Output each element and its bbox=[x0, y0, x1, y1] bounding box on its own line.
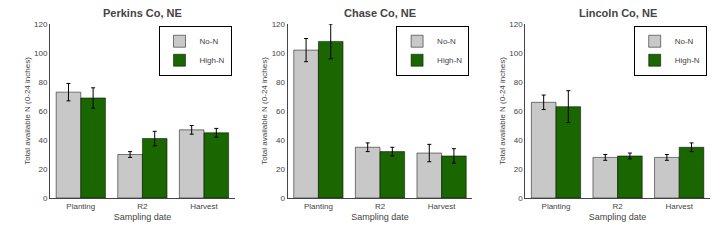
svg-text:Planting: Planting bbox=[542, 202, 571, 211]
svg-text:Planting: Planting bbox=[66, 202, 95, 211]
svg-text:Total available N (0-24 inches: Total available N (0-24 inches) bbox=[498, 57, 507, 165]
svg-text:Chase Co, NE: Chase Co, NE bbox=[344, 7, 416, 19]
svg-text:0: 0 bbox=[518, 194, 523, 203]
svg-text:0: 0 bbox=[43, 194, 48, 203]
svg-text:80: 80 bbox=[514, 78, 523, 87]
svg-text:40: 40 bbox=[276, 136, 285, 145]
svg-text:40: 40 bbox=[38, 136, 47, 145]
svg-text:High-N: High-N bbox=[200, 56, 225, 65]
svg-text:20: 20 bbox=[276, 165, 285, 174]
svg-text:R2: R2 bbox=[612, 202, 623, 211]
svg-text:No-N: No-N bbox=[675, 37, 694, 46]
svg-text:Sampling date: Sampling date bbox=[589, 212, 647, 222]
svg-text:120: 120 bbox=[272, 20, 286, 29]
svg-text:No-N: No-N bbox=[437, 37, 456, 46]
svg-text:40: 40 bbox=[514, 136, 523, 145]
svg-text:100: 100 bbox=[272, 49, 286, 58]
svg-text:Harvest: Harvest bbox=[190, 202, 218, 211]
svg-text:120: 120 bbox=[509, 20, 523, 29]
svg-text:Total available N (0-24 inches: Total available N (0-24 inches) bbox=[23, 57, 32, 165]
svg-text:80: 80 bbox=[276, 78, 285, 87]
svg-text:Sampling date: Sampling date bbox=[351, 212, 409, 222]
svg-text:20: 20 bbox=[38, 165, 47, 174]
svg-text:Lincoln Co, NE: Lincoln Co, NE bbox=[579, 7, 657, 19]
svg-text:High-N: High-N bbox=[437, 56, 462, 65]
svg-text:100: 100 bbox=[34, 49, 48, 58]
svg-text:80: 80 bbox=[38, 78, 47, 87]
svg-text:60: 60 bbox=[38, 107, 47, 116]
svg-text:R2: R2 bbox=[137, 202, 148, 211]
svg-text:R2: R2 bbox=[375, 202, 386, 211]
svg-text:No-N: No-N bbox=[200, 37, 219, 46]
svg-text:Sampling date: Sampling date bbox=[114, 212, 172, 222]
svg-text:Perkins Co, NE: Perkins Co, NE bbox=[103, 7, 182, 19]
svg-text:20: 20 bbox=[514, 165, 523, 174]
svg-text:120: 120 bbox=[34, 20, 48, 29]
svg-text:Planting: Planting bbox=[304, 202, 333, 211]
svg-text:Harvest: Harvest bbox=[428, 202, 456, 211]
svg-text:Total available N (0-24 inches: Total available N (0-24 inches) bbox=[260, 57, 269, 165]
svg-text:60: 60 bbox=[276, 107, 285, 116]
svg-text:0: 0 bbox=[281, 194, 286, 203]
svg-text:60: 60 bbox=[514, 107, 523, 116]
svg-text:High-N: High-N bbox=[675, 56, 700, 65]
svg-text:100: 100 bbox=[509, 49, 523, 58]
svg-text:Harvest: Harvest bbox=[665, 202, 693, 211]
